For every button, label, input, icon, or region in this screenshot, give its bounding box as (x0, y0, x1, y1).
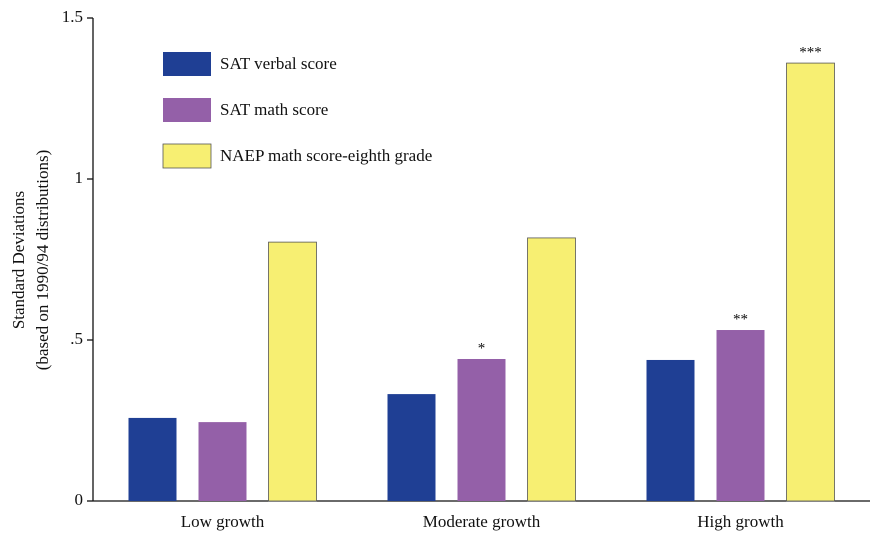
legend-label: SAT math score (220, 100, 328, 119)
bar (198, 422, 247, 501)
legend-swatch (163, 98, 211, 122)
x-tick-label: High growth (697, 512, 784, 531)
significance-marker: ** (733, 311, 748, 327)
bar (387, 394, 436, 501)
bar (457, 358, 506, 501)
bar (527, 237, 576, 502)
y-tick-label: 1.5 (62, 7, 83, 26)
bar (128, 417, 177, 501)
bar (716, 330, 765, 501)
significance-marker: * (478, 340, 486, 356)
legend-swatch (163, 52, 211, 76)
x-tick-label: Moderate growth (423, 512, 541, 531)
y-axis-label: Standard Deviations (9, 191, 28, 329)
y-tick-label: 1 (75, 168, 84, 187)
bar (268, 241, 317, 502)
legend-label: NAEP math score-eighth grade (220, 146, 432, 165)
legend-label: SAT verbal score (220, 54, 337, 73)
y-axis-label: (based on 1990/94 distributions) (33, 150, 52, 371)
y-tick-label: .5 (70, 329, 83, 348)
x-tick-label: Low growth (181, 512, 265, 531)
significance-marker: *** (799, 45, 822, 61)
bar (786, 62, 835, 502)
y-tick-label: 0 (75, 490, 84, 509)
bar (646, 359, 695, 501)
legend-swatch (162, 143, 212, 169)
